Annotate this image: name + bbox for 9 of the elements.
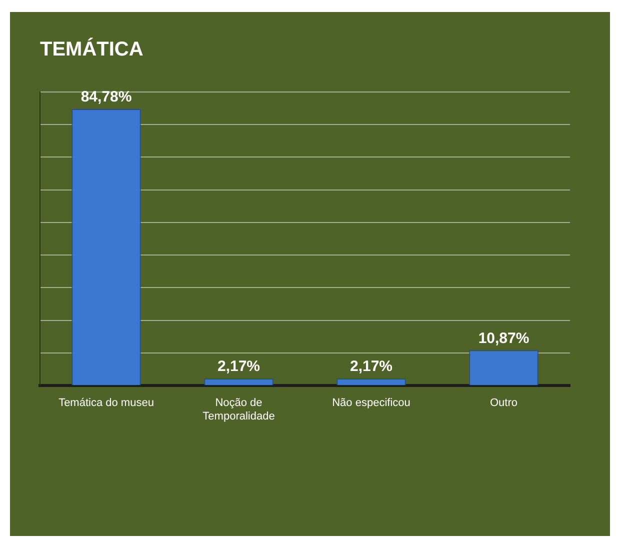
x-tick-label: Noção de Temporalidade <box>202 397 275 422</box>
data-label: 2,17% <box>217 358 260 376</box>
data-label: 10,87% <box>478 330 530 347</box>
data-label: 2,17% <box>350 358 393 376</box>
chart-title: TEMÁTICA <box>40 38 144 61</box>
x-tick-label: Temática do museu <box>58 397 154 410</box>
x-tick-label: Outro <box>490 397 518 410</box>
x-tick-label: Não especificou <box>332 397 410 410</box>
data-label: 84,78% <box>80 88 132 106</box>
